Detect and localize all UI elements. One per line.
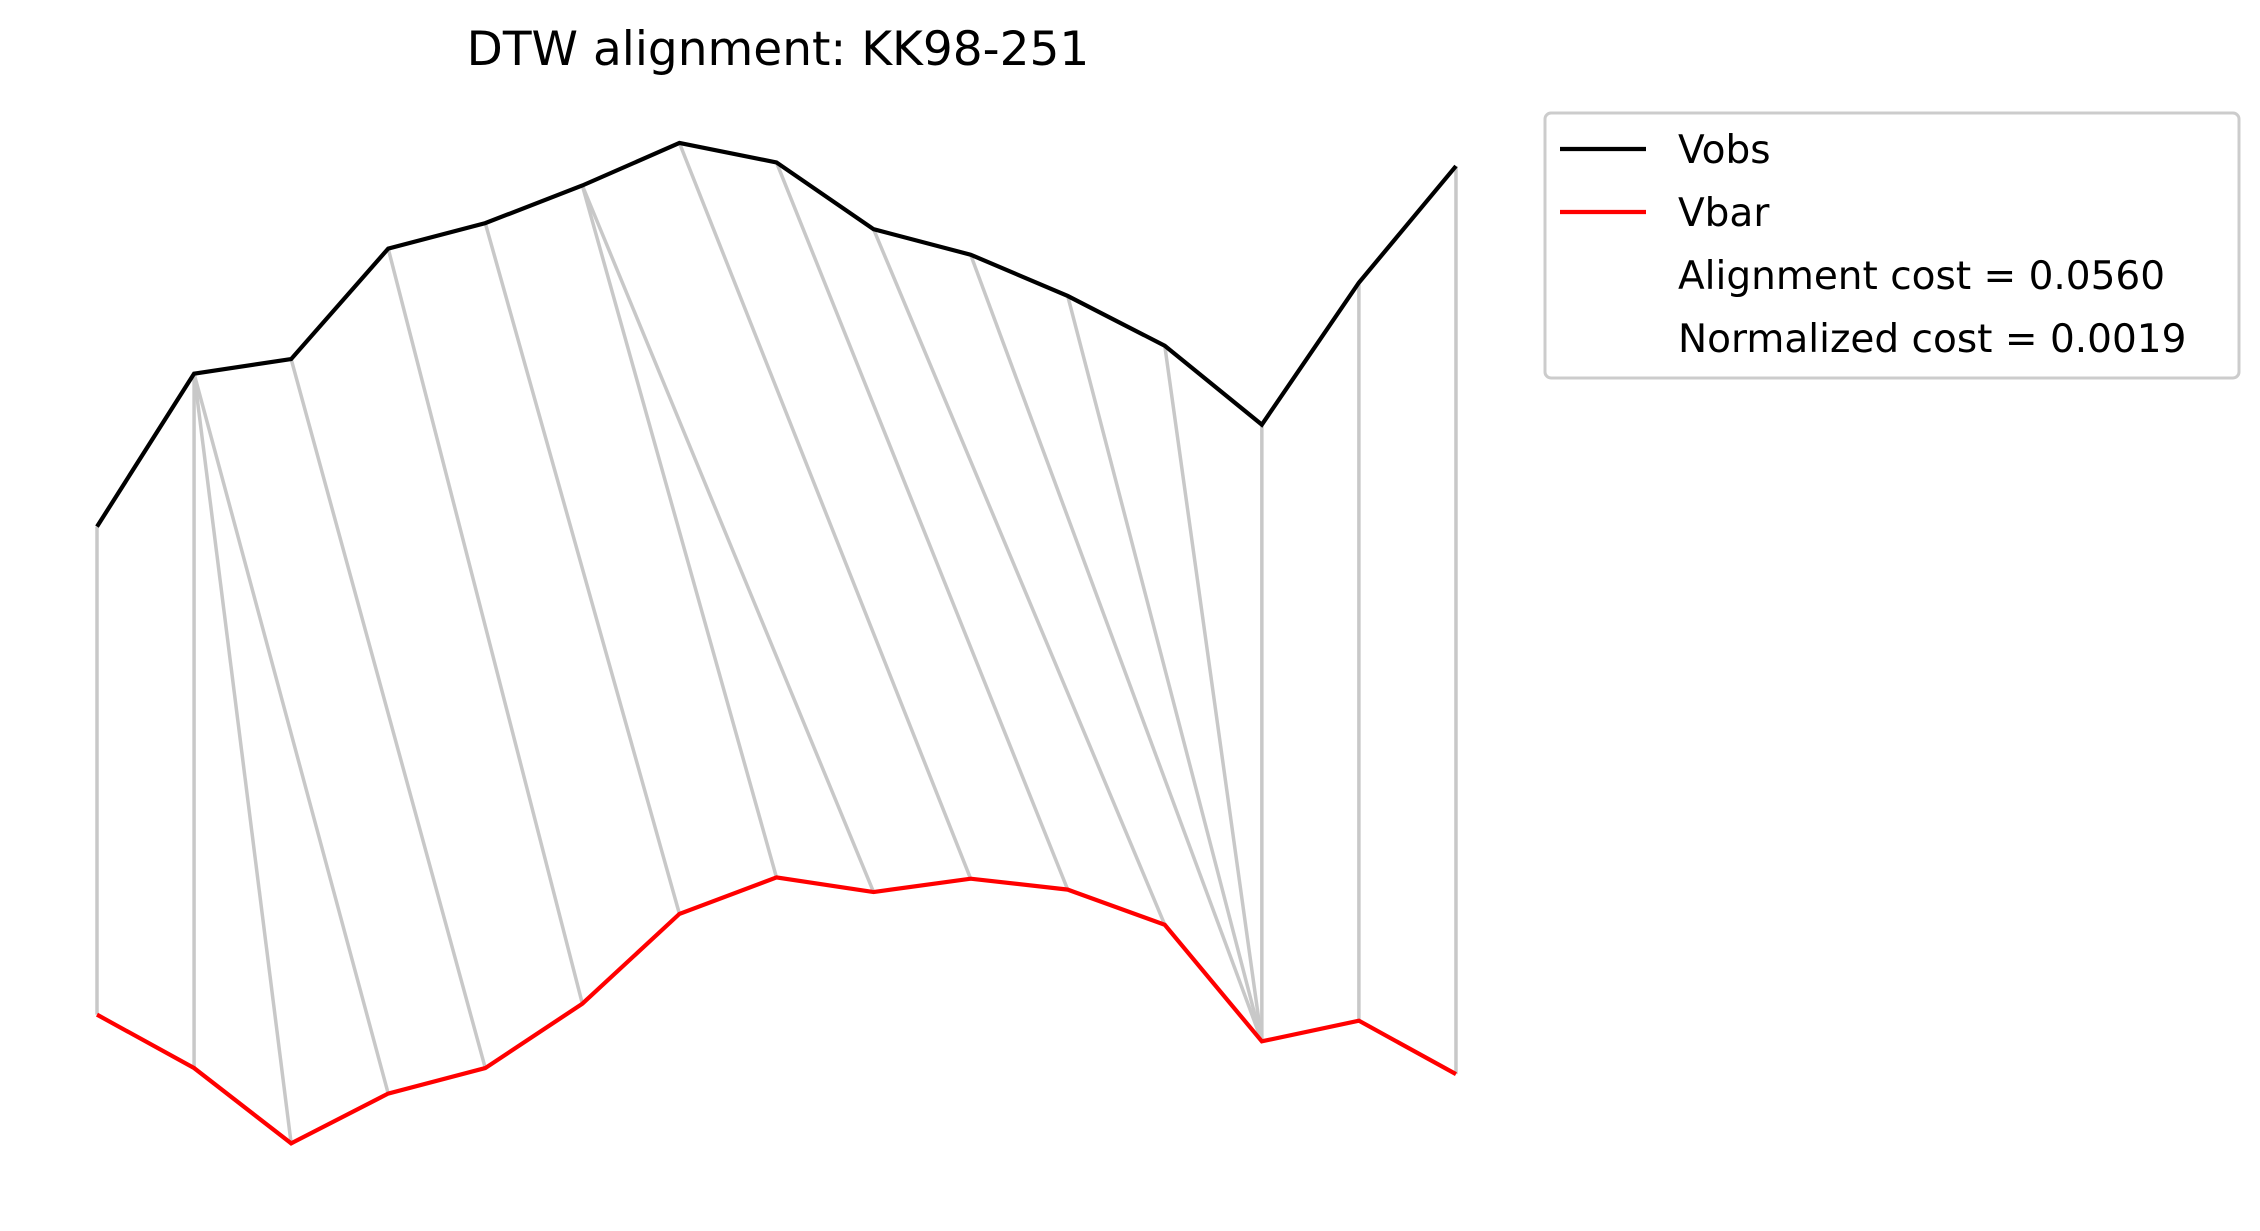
series-line-vobs xyxy=(95,140,1458,528)
alignment-line-3 xyxy=(192,373,390,1095)
legend-box xyxy=(1543,111,2241,380)
alignment-line-13 xyxy=(1066,295,1264,1042)
legend-label-1: Vbar xyxy=(1678,191,1770,236)
alignment-line-5 xyxy=(386,248,585,1005)
legend: Vobs Vbar Alignment cost = 0.0560 Normalize… xyxy=(1543,111,2241,380)
chart-title: DTW alignment: KK98-251 xyxy=(467,22,1090,77)
alignment-line-6 xyxy=(483,222,682,915)
alignment-line-2 xyxy=(192,373,293,1144)
series-line-vbar xyxy=(95,875,1457,1146)
alignment-line-11 xyxy=(871,228,1167,926)
alignment-line-7 xyxy=(580,185,779,878)
legend-label-2: Alignment cost = 0.0560 xyxy=(1678,254,2165,299)
alignment-line-12 xyxy=(968,254,1264,1042)
alignment-line-10 xyxy=(774,161,1070,891)
alignment-line-14 xyxy=(1163,345,1264,1042)
alignment-line-4 xyxy=(289,358,487,1069)
legend-label-3: Normalized cost = 0.0019 xyxy=(1678,317,2186,362)
alignment-line-8 xyxy=(580,184,876,893)
series-lines xyxy=(95,140,1458,1146)
legend-label-0: Vobs xyxy=(1678,128,1771,173)
alignment-lines xyxy=(95,142,1458,1144)
alignment-line-9 xyxy=(677,142,973,880)
